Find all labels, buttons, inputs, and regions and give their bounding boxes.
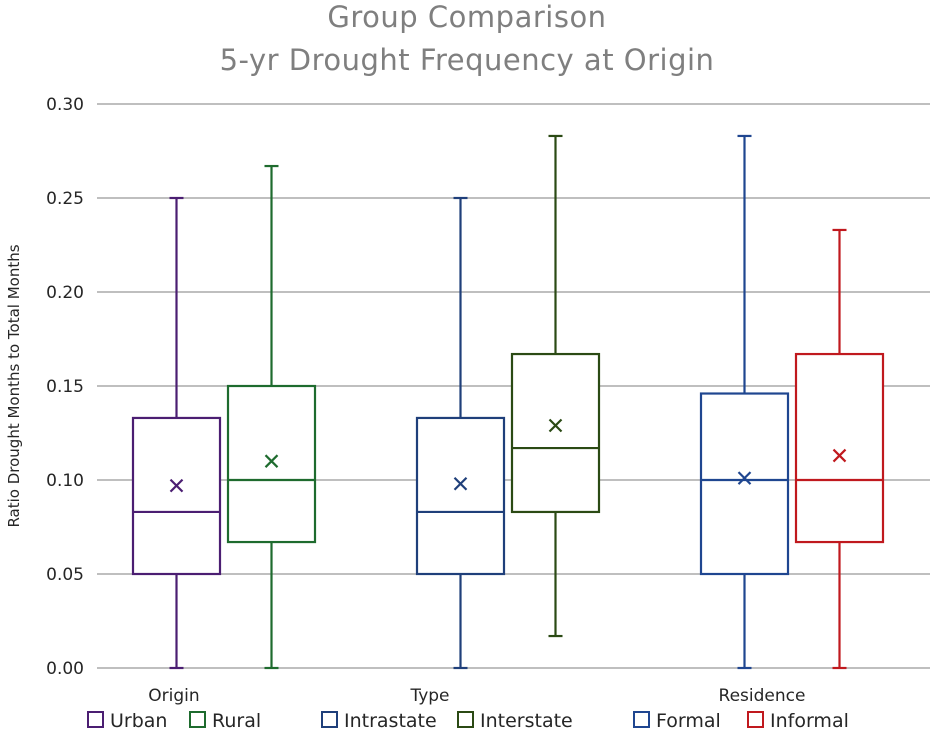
box-rural (226, 164, 317, 670)
legend-label: Intrastate (344, 710, 437, 732)
box-interstate (510, 134, 601, 638)
iqr-box (226, 384, 317, 544)
title-group: Group Comparison 5-yr Drought Frequency … (220, 0, 715, 77)
legend-swatch (747, 711, 764, 728)
box-intrastate (415, 196, 506, 670)
group-label: Origin (148, 686, 199, 706)
group-label: Residence (719, 686, 806, 706)
legend-swatch (633, 711, 650, 728)
legend: Urban Rural Intrastate Interstate Formal Info… (87, 710, 849, 732)
y-tick-labels: 0.00 0.05 0.10 0.15 0.20 0.25 0.30 (46, 95, 84, 679)
iqr-box (131, 416, 222, 576)
legend-label: Urban (110, 710, 167, 732)
y-tick-label: 0.00 (46, 659, 84, 679)
legend-swatch (189, 711, 206, 728)
legend-swatch (457, 711, 474, 728)
box-informal (794, 228, 885, 670)
group-labels: Origin Type Residence (148, 686, 805, 706)
y-tick-label: 0.05 (46, 565, 84, 585)
chart-title-line-1: Group Comparison (327, 0, 606, 34)
boxes (131, 134, 885, 670)
iqr-box (415, 416, 506, 576)
iqr-box (794, 352, 885, 544)
mean-marker (548, 418, 563, 433)
legend-swatch (321, 711, 338, 728)
y-tick-label: 0.30 (46, 95, 84, 115)
iqr-box (510, 352, 601, 514)
legend-label: Interstate (480, 710, 573, 732)
mean-marker (264, 454, 279, 468)
y-axis-label: Ratio Drought Months to Total Months (5, 244, 23, 527)
box-formal (699, 134, 790, 670)
chart-title-line-2: 5-yr Drought Frequency at Origin (220, 43, 715, 77)
mean-marker (453, 476, 468, 491)
y-tick-label: 0.20 (46, 283, 84, 303)
y-tick-label: 0.10 (46, 471, 84, 491)
iqr-box (699, 392, 790, 576)
legend-swatch (87, 711, 104, 728)
legend-label: Informal (770, 710, 849, 732)
legend-label: Rural (212, 710, 261, 732)
y-tick-label: 0.15 (46, 377, 84, 397)
legend-label: Formal (656, 710, 721, 732)
mean-marker (832, 448, 847, 463)
mean-marker (169, 478, 184, 493)
y-tick-label: 0.25 (46, 189, 84, 209)
mean-marker (737, 471, 752, 485)
group-label: Type (409, 686, 449, 706)
box-urban (131, 196, 222, 670)
